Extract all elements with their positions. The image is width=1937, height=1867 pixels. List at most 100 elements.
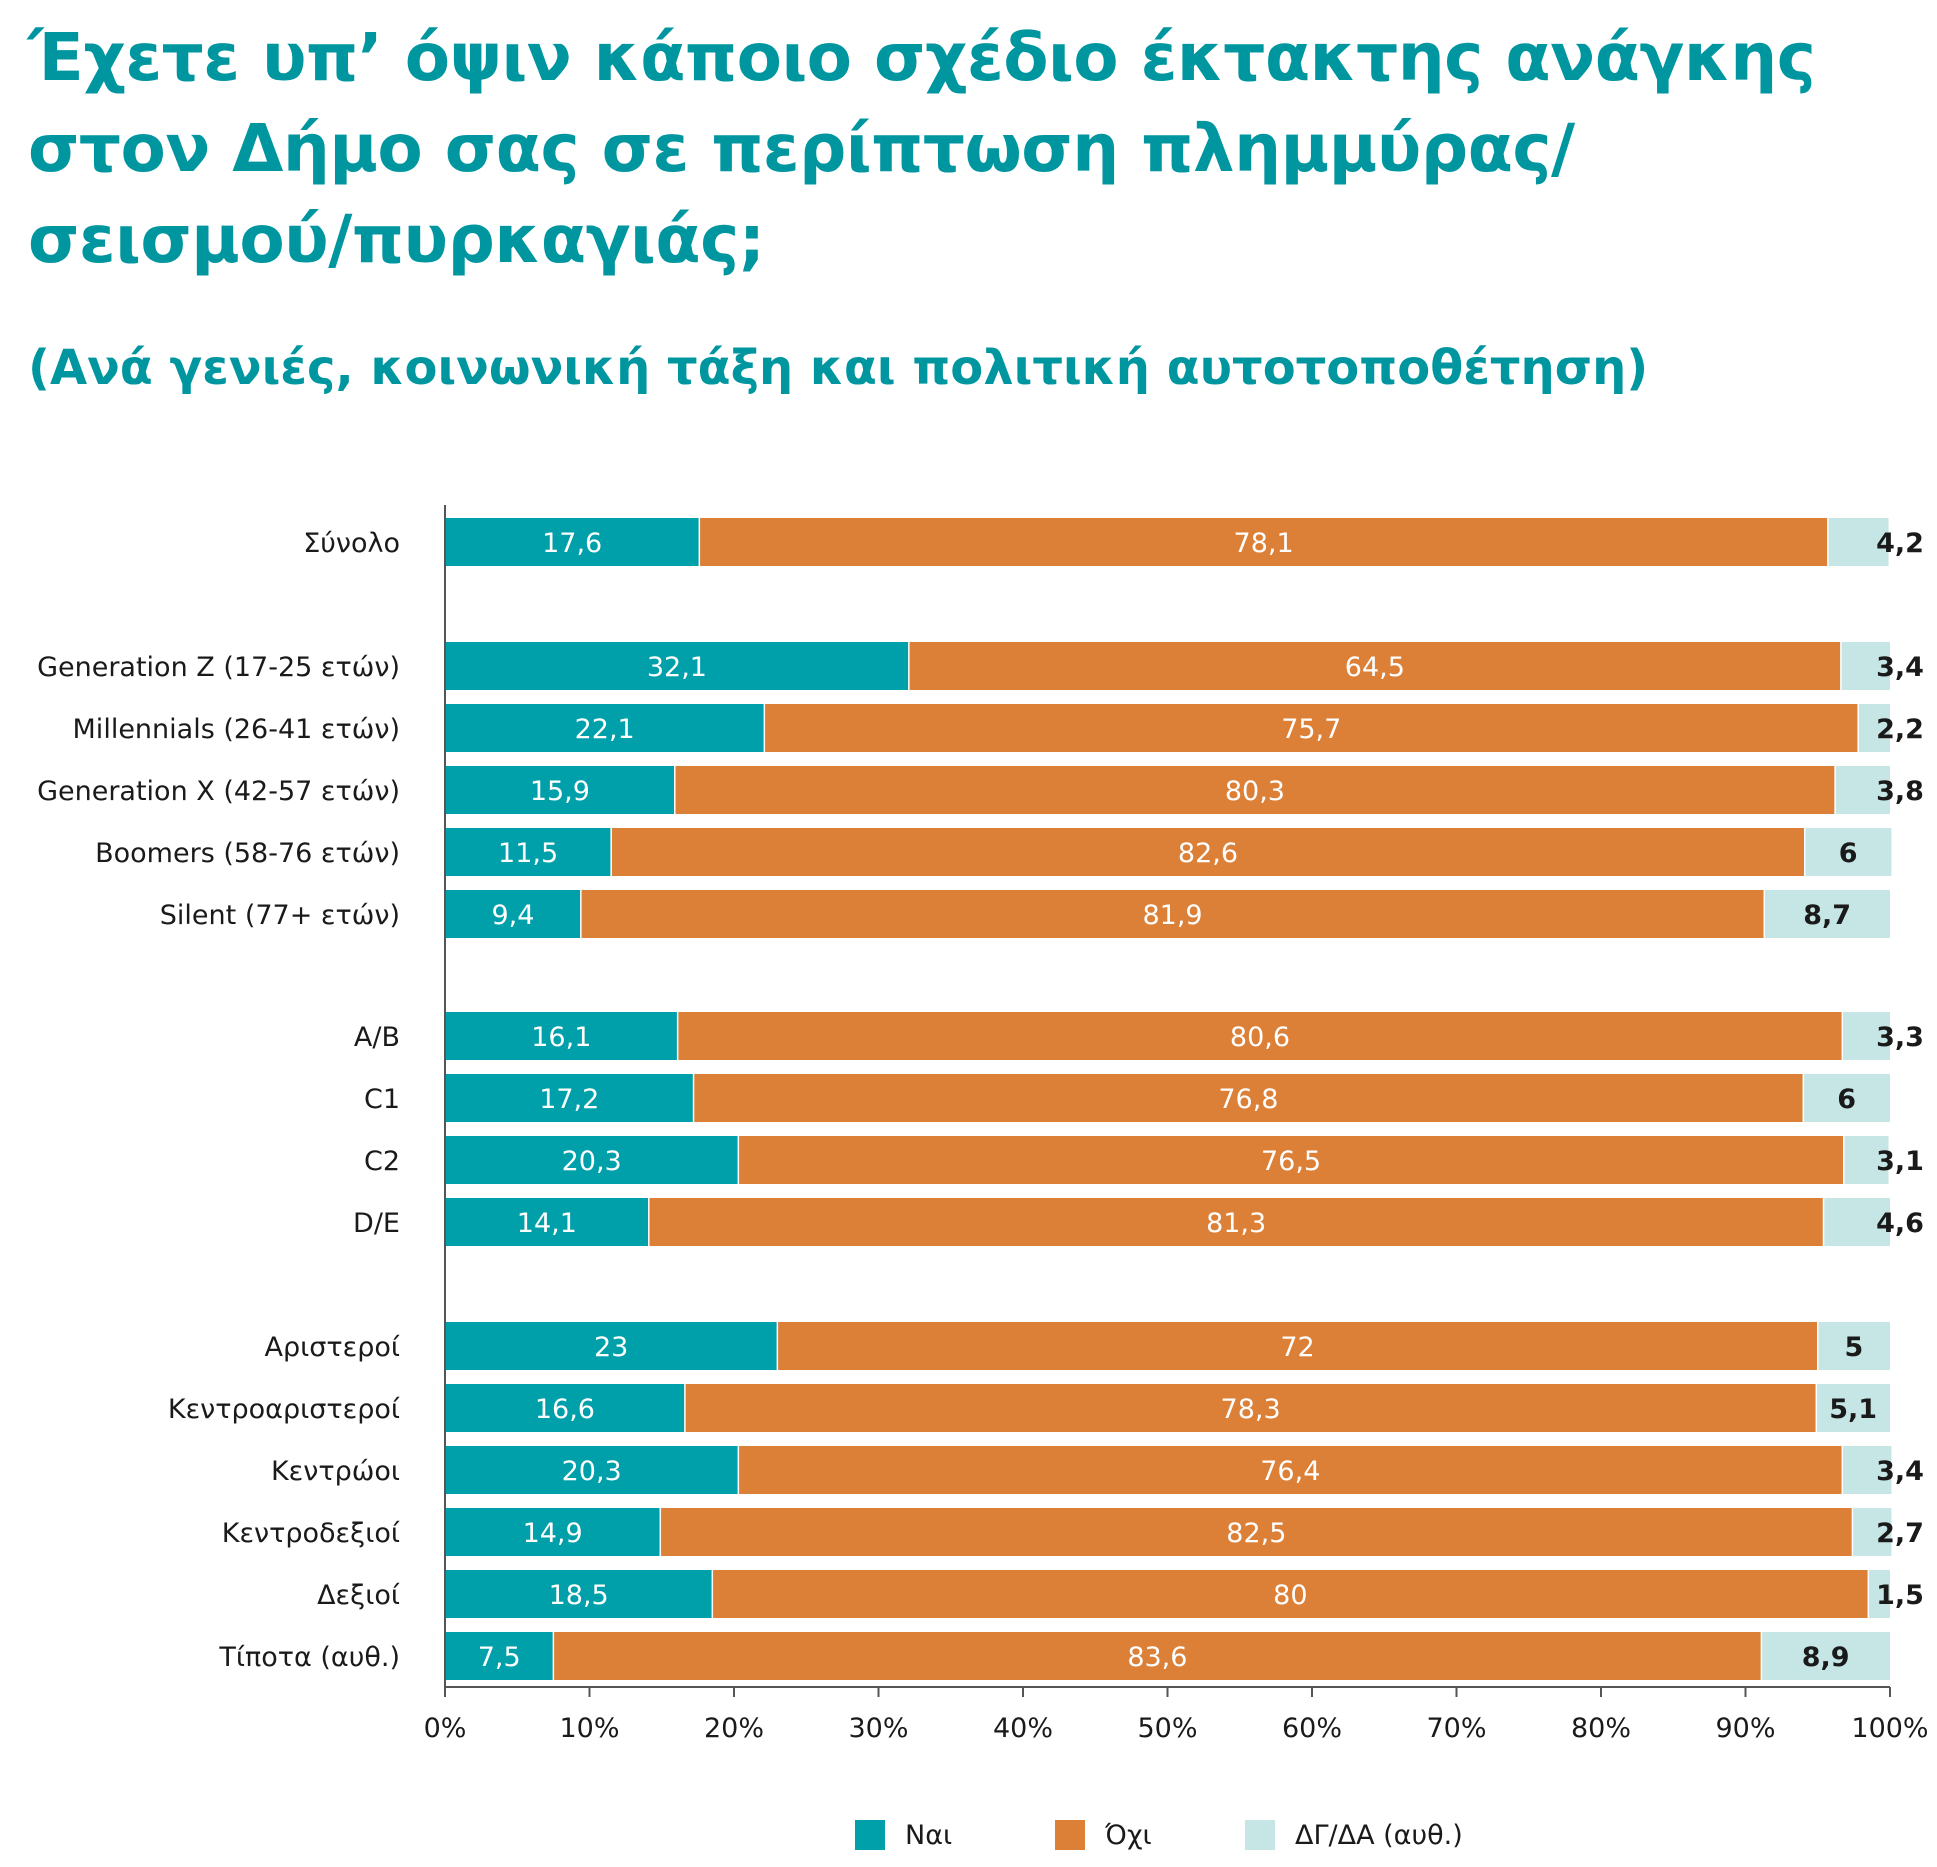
bar-segment-dg-da-row-13	[1842, 1446, 1892, 1494]
bar-segment-ochi-row-10	[648, 1198, 1824, 1246]
bar-segment-nai-row-12	[445, 1384, 685, 1432]
data-label-dg-da-row-10: 4,6	[1876, 1208, 1924, 1239]
data-label-nai-row-3: 22,1	[575, 714, 635, 745]
bar-segment-ochi-row-3	[764, 704, 1859, 752]
data-label-ochi-row-12: 78,3	[1221, 1394, 1281, 1425]
bar-segment-ochi-row-4	[674, 766, 1836, 814]
bar-segment-ochi-row-5	[611, 828, 1805, 876]
category-label-row-14: Κεντροδεξιοί	[222, 1518, 400, 1549]
bar-segment-dg-da-row-14	[1852, 1508, 1892, 1556]
data-label-ochi-row-11: 72	[1280, 1332, 1314, 1363]
bar-segment-dg-da-row-9	[1843, 1136, 1889, 1184]
data-label-ochi-row-10: 81,3	[1206, 1208, 1266, 1239]
x-tick-label: 20%	[704, 1713, 764, 1744]
category-label-row-9: C2	[364, 1146, 400, 1177]
x-tick-label: 80%	[1571, 1713, 1631, 1744]
legend-swatch-dg-da	[1245, 1820, 1275, 1850]
bar-segment-dg-da-row-5	[1804, 828, 1892, 876]
legend-swatch-nai	[855, 1820, 885, 1850]
data-label-dg-da-row-6: 8,7	[1803, 900, 1851, 931]
x-tick-label: 0%	[424, 1713, 467, 1744]
legend-label-dg-da: ΔΓ/ΔΑ (αυθ.)	[1295, 1820, 1463, 1851]
bar-segment-ochi-row-13	[738, 1446, 1843, 1494]
bar-segment-ochi-row-9	[738, 1136, 1844, 1184]
data-label-nai-row-4: 15,9	[530, 776, 590, 807]
category-label-row-3: Millennials (26-41 ετών)	[73, 714, 400, 745]
x-tick-label: 40%	[993, 1713, 1053, 1744]
data-label-dg-da-row-1: 4,2	[1876, 528, 1924, 559]
data-label-dg-da-row-2: 3,4	[1876, 652, 1924, 683]
category-label-row-7: A/B	[354, 1022, 400, 1053]
bar-segment-nai-row-4	[445, 766, 675, 814]
bar-segment-nai-row-3	[445, 704, 765, 752]
bar-segment-nai-row-16	[445, 1632, 554, 1680]
x-tick-label: 60%	[1282, 1713, 1342, 1744]
data-label-nai-row-6: 9,4	[491, 900, 534, 931]
data-label-dg-da-row-7: 3,3	[1876, 1022, 1924, 1053]
bar-segment-ochi-row-11	[777, 1322, 1818, 1370]
category-label-row-6: Silent (77+ ετών)	[160, 900, 400, 931]
data-label-nai-row-12: 16,6	[535, 1394, 595, 1425]
data-label-dg-da-row-15: 1,5	[1876, 1580, 1924, 1611]
bar-segment-dg-da-row-6	[1764, 890, 1890, 938]
bar-segment-ochi-row-6	[580, 890, 1765, 938]
data-label-ochi-row-14: 82,5	[1226, 1518, 1286, 1549]
x-tick-label: 10%	[559, 1713, 619, 1744]
category-label-row-10: D/E	[353, 1208, 400, 1239]
data-label-dg-da-row-4: 3,8	[1876, 776, 1924, 807]
category-label-row-4: Generation X (42-57 ετών)	[37, 776, 400, 807]
category-label-row-1: Σύνολο	[303, 528, 400, 559]
bar-segment-nai-row-8	[445, 1074, 694, 1122]
bar-segment-nai-row-13	[445, 1446, 739, 1494]
x-tick-label: 50%	[1137, 1713, 1197, 1744]
category-label-row-2: Generation Z (17-25 ετών)	[37, 652, 400, 683]
legend-label-ochi: Όχι	[1104, 1820, 1152, 1851]
x-tick-label: 30%	[848, 1713, 908, 1744]
x-tick-label: 70%	[1426, 1713, 1486, 1744]
data-label-ochi-row-2: 64,5	[1345, 652, 1405, 683]
data-label-ochi-row-4: 80,3	[1225, 776, 1285, 807]
bar-segment-dg-da-row-4	[1835, 766, 1890, 814]
data-label-nai-row-15: 18,5	[549, 1580, 609, 1611]
bar-segment-ochi-row-2	[908, 642, 1841, 690]
category-label-row-5: Boomers (58-76 ετών)	[95, 838, 400, 869]
legend-label-nai: Ναι	[905, 1820, 952, 1851]
data-label-ochi-row-9: 76,5	[1261, 1146, 1321, 1177]
data-label-dg-da-row-3: 2,2	[1876, 714, 1924, 745]
data-label-dg-da-row-16: 8,9	[1802, 1642, 1850, 1673]
bar-segment-dg-da-row-15	[1868, 1570, 1890, 1618]
bar-segment-dg-da-row-12	[1816, 1384, 1890, 1432]
bar-segment-nai-row-15	[445, 1570, 713, 1618]
bar-segment-nai-row-6	[445, 890, 581, 938]
data-label-nai-row-11: 23	[594, 1332, 628, 1363]
data-label-dg-da-row-5: 6	[1839, 838, 1858, 869]
bar-segment-ochi-row-1	[699, 518, 1828, 566]
category-label-row-16: Τίποτα (αυθ.)	[218, 1642, 400, 1673]
legend-swatch-ochi	[1055, 1820, 1085, 1850]
data-label-nai-row-1: 17,6	[542, 528, 602, 559]
bar-segment-dg-da-row-8	[1803, 1074, 1890, 1122]
data-label-nai-row-10: 14,1	[517, 1208, 577, 1239]
bar-segment-ochi-row-12	[684, 1384, 1817, 1432]
category-label-row-8: C1	[364, 1084, 400, 1115]
category-label-row-13: Κεντρώοι	[271, 1456, 400, 1487]
bar-segment-dg-da-row-3	[1858, 704, 1890, 752]
data-label-dg-da-row-9: 3,1	[1876, 1146, 1924, 1177]
data-label-dg-da-row-12: 5,1	[1829, 1394, 1877, 1425]
bar-segment-ochi-row-8	[693, 1074, 1804, 1122]
bar-segment-dg-da-row-16	[1761, 1632, 1890, 1680]
data-label-nai-row-16: 7,5	[478, 1642, 521, 1673]
data-label-nai-row-7: 16,1	[531, 1022, 591, 1053]
category-label-row-11: Αριστεροί	[264, 1332, 400, 1363]
data-label-ochi-row-7: 80,6	[1230, 1022, 1290, 1053]
data-label-ochi-row-1: 78,1	[1234, 528, 1294, 559]
data-label-nai-row-5: 11,5	[498, 838, 558, 869]
x-tick-label: 90%	[1715, 1713, 1775, 1744]
data-label-ochi-row-5: 82,6	[1178, 838, 1238, 869]
data-label-ochi-row-6: 81,9	[1142, 900, 1202, 931]
data-label-dg-da-row-11: 5	[1844, 1332, 1863, 1363]
x-tick-label: 100%	[1851, 1713, 1928, 1744]
bar-segment-dg-da-row-2	[1840, 642, 1890, 690]
data-label-dg-da-row-13: 3,4	[1876, 1456, 1924, 1487]
data-label-nai-row-8: 17,2	[539, 1084, 599, 1115]
